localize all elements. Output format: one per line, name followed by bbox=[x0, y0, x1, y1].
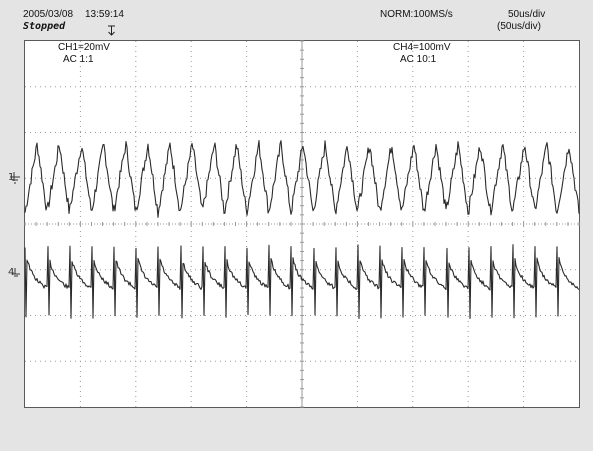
acquisition-status: Stopped bbox=[23, 21, 66, 32]
ch4-coupling-label: AC 10:1 bbox=[400, 54, 437, 65]
trigger-position-icon bbox=[108, 25, 115, 36]
svg-text:4: 4 bbox=[8, 267, 14, 278]
trace-area bbox=[24, 140, 580, 320]
ch4-scale-label: CH4=100mV bbox=[393, 42, 451, 53]
waveform-display: CH1=20mV AC 1:1 CH4=100mV AC 10:1 bbox=[24, 40, 580, 408]
ch4-trace bbox=[24, 244, 580, 320]
acquisition-time: 13:59:14 bbox=[85, 9, 124, 20]
ch1-trace bbox=[24, 140, 580, 218]
ch1-coupling-label: AC 1:1 bbox=[63, 54, 94, 65]
timebase-secondary: (50us/div) bbox=[497, 21, 541, 32]
ch1-ground-marker-icon: 1 bbox=[8, 172, 20, 184]
timebase: 50us/div bbox=[508, 9, 546, 20]
acquisition-date: 2005/03/08 bbox=[23, 9, 74, 20]
ch4-ground-marker-icon: 4 bbox=[8, 267, 20, 278]
graticule bbox=[24, 40, 580, 408]
sample-rate: NORM:100MS/s bbox=[380, 9, 453, 20]
ch1-scale-label: CH1=20mV bbox=[58, 42, 110, 53]
